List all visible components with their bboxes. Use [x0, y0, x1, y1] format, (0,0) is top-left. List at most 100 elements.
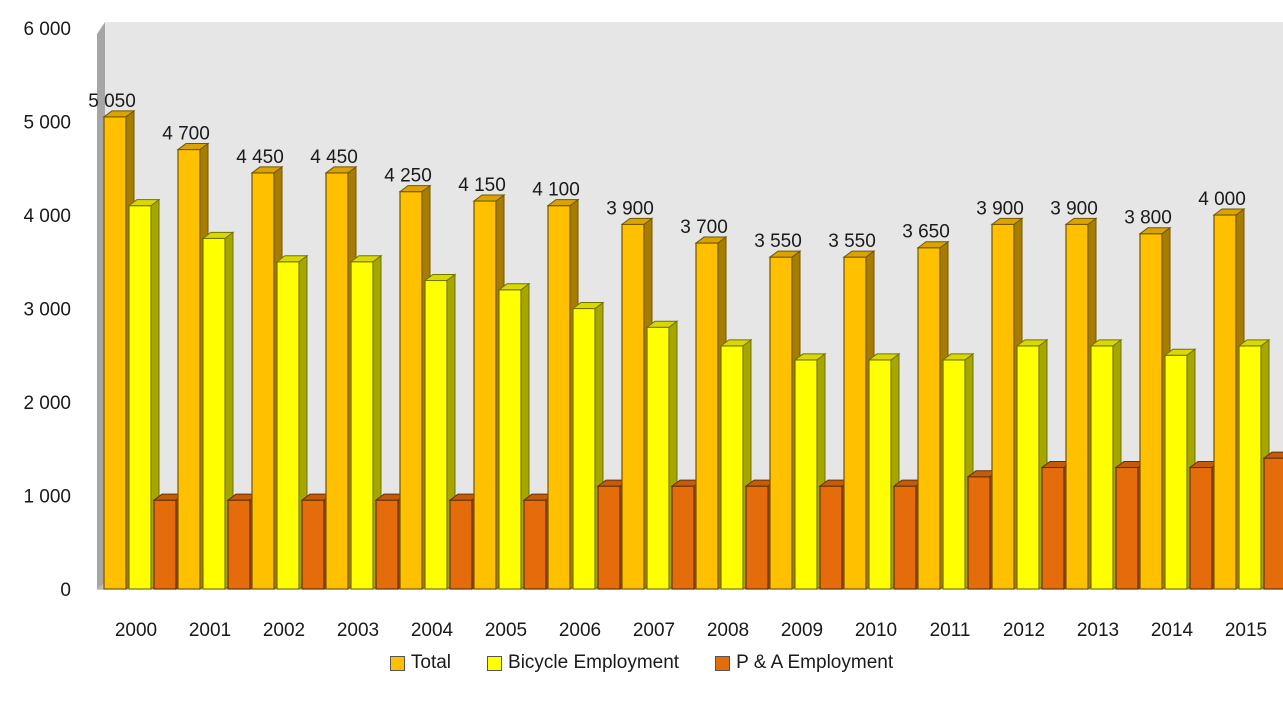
bar-front	[893, 485, 917, 590]
bar-front	[819, 485, 843, 590]
bar-top	[201, 231, 235, 239]
data-label: 3 800	[1124, 208, 1172, 229]
x-tick-label: 2003	[337, 620, 379, 641]
bar-front	[843, 256, 867, 590]
legend-item-total: Total	[389, 652, 452, 674]
bar-top	[127, 199, 161, 207]
data-label: 5 050	[88, 91, 136, 112]
bar-front	[868, 359, 892, 590]
data-label: 4 150	[458, 175, 506, 196]
bar-front	[103, 116, 127, 590]
x-tick-label: 2010	[855, 620, 897, 641]
x-tick-label: 2009	[781, 620, 823, 641]
bar-front	[227, 499, 251, 590]
legend-swatch-bicycle	[487, 655, 503, 671]
y-tick-label: 6 000	[23, 19, 71, 40]
legend-item-bicycle: Bicycle Employment	[487, 652, 679, 674]
y-tick-label: 3 000	[23, 300, 71, 321]
bar-top	[102, 110, 136, 118]
bar-front	[1164, 354, 1188, 590]
y-tick-label: 0	[60, 580, 71, 601]
bar-top	[546, 199, 580, 207]
data-label: 4 700	[162, 124, 210, 145]
bar-front	[276, 261, 300, 590]
bar-top	[398, 185, 432, 193]
bar-front	[646, 326, 670, 590]
bar-top	[1237, 339, 1271, 347]
bar-front	[769, 256, 793, 590]
y-tick-label: 2 000	[23, 393, 71, 414]
bar-top	[941, 353, 975, 361]
x-tick-label: 2011	[930, 620, 971, 641]
bar-front	[375, 499, 399, 590]
data-label: 3 550	[754, 231, 802, 252]
bar-top	[176, 143, 210, 151]
bar-top	[719, 339, 753, 347]
legend-swatch-pa	[715, 655, 731, 671]
bar-front	[794, 359, 818, 590]
bar-top	[620, 217, 654, 225]
bar-top	[990, 217, 1024, 225]
bar-front	[572, 307, 596, 590]
bar-front	[523, 499, 547, 590]
x-tick-label: 2004	[411, 620, 454, 641]
bar-top	[1138, 227, 1172, 235]
bar-front	[597, 485, 621, 590]
bar-front	[991, 223, 1015, 590]
y-tick-label: 5 000	[23, 113, 71, 134]
bar-top	[1163, 348, 1197, 356]
bar-top	[324, 166, 358, 174]
bar-top	[472, 194, 506, 202]
data-label: 3 900	[1050, 198, 1098, 219]
bar-top	[842, 250, 876, 258]
x-tick-label: 2014	[1151, 620, 1194, 641]
x-tick-label: 2007	[633, 620, 675, 641]
bar-front	[473, 200, 497, 590]
bar-top	[1212, 208, 1246, 216]
bar	[793, 352, 827, 590]
bar-front	[695, 242, 719, 590]
legend-item-pa: P & A Employment	[715, 652, 893, 674]
bar-front	[350, 261, 374, 590]
bar	[398, 184, 432, 590]
bar	[1089, 338, 1123, 590]
bar-top	[571, 302, 605, 309]
x-tick-label: 2012	[1003, 620, 1045, 641]
bar-front	[1041, 466, 1065, 590]
bar-front	[128, 205, 152, 590]
bar-front	[177, 148, 201, 590]
bar-front	[1238, 345, 1262, 590]
bar-top	[916, 241, 950, 249]
bar-front	[424, 279, 448, 590]
bar	[645, 320, 679, 590]
bar-top	[793, 353, 827, 361]
x-tick-label: 2006	[559, 620, 601, 641]
bar-front	[1016, 345, 1040, 590]
data-label: 3 900	[976, 198, 1024, 219]
x-axis: 2000 2001 2002 2003 2004 2005 2006 2007 2008 2009…	[115, 620, 1267, 641]
bar-front	[153, 499, 177, 590]
data-label: 4 100	[532, 180, 580, 201]
x-tick-label: 2005	[485, 620, 527, 641]
bar-front	[917, 247, 941, 590]
bar-top	[1262, 451, 1283, 459]
bar-front	[498, 289, 522, 590]
bar-top	[275, 255, 309, 263]
data-label: 3 900	[606, 198, 654, 219]
side-wall	[97, 22, 105, 589]
legend-label-bicycle: Bicycle Employment	[508, 652, 680, 673]
legend-label-pa: P & A Employment	[736, 652, 894, 673]
bar-front	[325, 172, 349, 590]
bar-front	[720, 345, 744, 590]
bar-front	[301, 499, 325, 590]
bar-top	[349, 255, 383, 263]
data-label: 4 450	[310, 147, 358, 168]
data-labels: 5 050 4 700 4 450 4 450 4 250 4 150 4 100 3 900…	[88, 91, 1246, 252]
data-label: 4 000	[1198, 189, 1246, 210]
bar-front	[1090, 345, 1114, 590]
legend-label-total: Total	[410, 652, 452, 673]
bar-front	[1213, 214, 1237, 590]
y-axis: 0 1 000 2 000 3 000 4 000 5 000 6 000	[23, 19, 71, 601]
bar-top	[645, 320, 679, 328]
